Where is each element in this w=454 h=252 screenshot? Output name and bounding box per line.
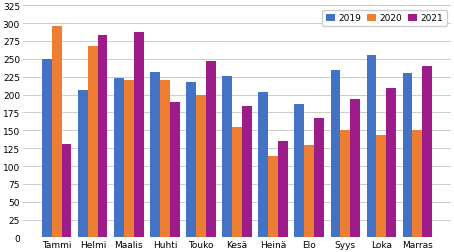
Bar bbox=[124, 81, 134, 237]
Bar bbox=[222, 77, 232, 237]
Bar bbox=[340, 131, 350, 237]
Bar bbox=[366, 56, 376, 237]
Bar bbox=[304, 145, 314, 237]
Bar bbox=[258, 93, 268, 237]
Bar bbox=[187, 83, 196, 237]
Bar bbox=[150, 73, 160, 237]
Bar bbox=[422, 67, 432, 237]
Bar bbox=[52, 27, 62, 237]
Bar bbox=[42, 60, 52, 237]
Bar bbox=[350, 100, 360, 237]
Bar bbox=[232, 127, 242, 237]
Bar bbox=[88, 47, 98, 237]
Bar bbox=[78, 90, 88, 237]
Bar bbox=[376, 135, 386, 237]
Bar bbox=[62, 144, 71, 237]
Bar bbox=[268, 156, 278, 237]
Bar bbox=[295, 104, 304, 237]
Bar bbox=[412, 130, 422, 237]
Bar bbox=[196, 95, 206, 237]
Legend: 2019, 2020, 2021: 2019, 2020, 2021 bbox=[322, 11, 447, 27]
Bar bbox=[314, 119, 324, 237]
Bar bbox=[114, 79, 124, 237]
Bar bbox=[386, 89, 396, 237]
Bar bbox=[170, 102, 179, 237]
Bar bbox=[134, 33, 143, 237]
Bar bbox=[98, 36, 108, 237]
Bar bbox=[206, 62, 216, 237]
Bar bbox=[403, 74, 412, 237]
Bar bbox=[278, 141, 288, 237]
Bar bbox=[160, 81, 170, 237]
Bar bbox=[242, 107, 252, 237]
Bar bbox=[331, 70, 340, 237]
